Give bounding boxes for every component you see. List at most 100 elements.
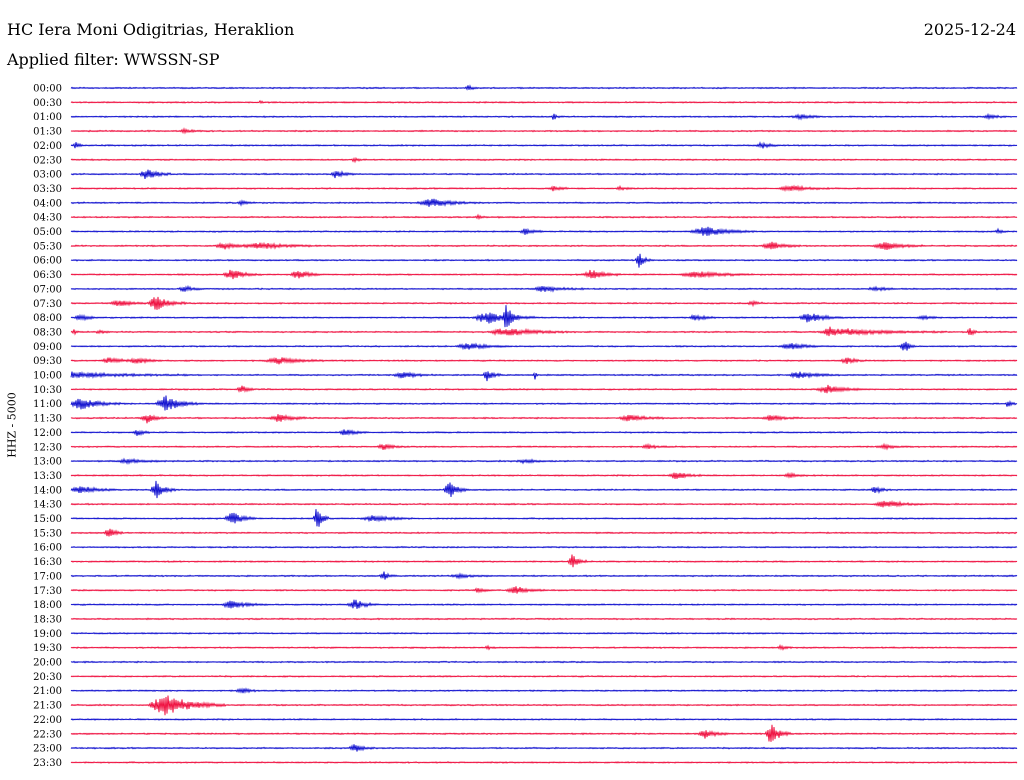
trace-line bbox=[70, 413, 1018, 424]
trace-line bbox=[70, 509, 1018, 527]
trace-line bbox=[70, 545, 1018, 549]
time-tick-label: 22:30 bbox=[33, 729, 62, 740]
time-tick-label: 17:30 bbox=[33, 586, 62, 597]
trace-line bbox=[70, 744, 1018, 752]
time-tick-label: 12:30 bbox=[33, 442, 62, 453]
time-tick-label: 15:30 bbox=[33, 528, 62, 539]
time-tick-label: 06:30 bbox=[33, 270, 62, 281]
time-tick-label: 04:00 bbox=[33, 198, 62, 209]
time-tick-label: 20:30 bbox=[33, 672, 62, 683]
trace-line bbox=[70, 241, 1018, 250]
time-tick-label: 01:00 bbox=[33, 112, 62, 123]
trace-line bbox=[70, 371, 1018, 382]
time-tick-labels: 00:00 00:30 01:00 01:30 02:00 02:30 03:00 03:30… bbox=[33, 84, 62, 769]
trace-line bbox=[70, 760, 1018, 764]
time-tick-label: 00:30 bbox=[33, 98, 62, 109]
time-tick-label: 07:00 bbox=[33, 284, 62, 295]
time-tick-label: 23:30 bbox=[33, 758, 62, 769]
time-tick-label: 18:30 bbox=[33, 614, 62, 625]
trace-line bbox=[70, 457, 1018, 465]
trace-line bbox=[70, 643, 1018, 651]
time-tick-label: 12:00 bbox=[33, 428, 62, 439]
trace-line bbox=[70, 384, 1018, 394]
trace-line bbox=[70, 84, 1018, 91]
time-tick-label: 02:30 bbox=[33, 155, 62, 166]
time-tick-label: 19:30 bbox=[33, 643, 62, 654]
time-tick-label: 06:00 bbox=[33, 256, 62, 267]
time-tick-label: 08:00 bbox=[33, 313, 62, 324]
trace-line bbox=[70, 395, 1018, 411]
time-tick-label: 09:00 bbox=[33, 342, 62, 353]
trace-line bbox=[70, 269, 1018, 280]
trace-line bbox=[70, 296, 1018, 310]
time-tick-label: 23:00 bbox=[33, 744, 62, 755]
trace-line bbox=[70, 253, 1018, 268]
time-tick-label: 19:00 bbox=[33, 629, 62, 640]
time-tick-label: 15:00 bbox=[33, 514, 62, 525]
time-tick-label: 13:00 bbox=[33, 457, 62, 468]
time-tick-label: 04:30 bbox=[33, 213, 62, 224]
seismogram-traces bbox=[70, 84, 1018, 764]
time-tick-label: 11:00 bbox=[33, 399, 62, 410]
time-tick-label: 11:30 bbox=[33, 414, 62, 425]
trace-line bbox=[70, 674, 1018, 678]
time-tick-label: 14:00 bbox=[33, 485, 62, 496]
trace-line bbox=[70, 156, 1018, 164]
time-tick-label: 16:00 bbox=[33, 543, 62, 554]
time-tick-label: 05:30 bbox=[33, 241, 62, 252]
trace-line bbox=[70, 631, 1018, 635]
trace-line bbox=[70, 356, 1018, 365]
trace-line bbox=[70, 617, 1018, 621]
trace-line bbox=[70, 599, 1018, 609]
time-tick-label: 10:30 bbox=[33, 385, 62, 396]
trace-line bbox=[70, 571, 1018, 580]
trace-line bbox=[70, 326, 1018, 337]
trace-line bbox=[70, 660, 1018, 664]
time-tick-label: 21:00 bbox=[33, 686, 62, 697]
trace-line bbox=[70, 341, 1018, 351]
trace-line bbox=[70, 717, 1018, 721]
time-tick-label: 13:30 bbox=[33, 471, 62, 482]
time-tick-label: 18:00 bbox=[33, 600, 62, 611]
trace-line bbox=[70, 141, 1018, 149]
time-tick-label: 10:00 bbox=[33, 371, 62, 382]
trace-line bbox=[70, 198, 1018, 207]
time-tick-label: 20:00 bbox=[33, 658, 62, 669]
trace-line bbox=[70, 305, 1018, 328]
trace-line bbox=[70, 226, 1018, 236]
trace-line bbox=[70, 554, 1018, 568]
trace-line bbox=[70, 528, 1018, 537]
trace-line bbox=[70, 724, 1018, 742]
time-tick-label: 09:30 bbox=[33, 356, 62, 367]
trace-line bbox=[70, 429, 1018, 436]
date-label: 2025-12-24 bbox=[923, 20, 1016, 39]
trace-line bbox=[70, 284, 1018, 293]
trace-line bbox=[70, 480, 1018, 499]
trace-line bbox=[70, 213, 1018, 221]
trace-line bbox=[70, 112, 1018, 121]
time-tick-label: 00:00 bbox=[33, 84, 62, 95]
filter-label: Applied filter: WWSSN-SP bbox=[7, 50, 220, 69]
time-tick-label: 08:30 bbox=[33, 327, 62, 338]
time-tick-label: 03:30 bbox=[33, 184, 62, 195]
time-tick-label: 03:00 bbox=[33, 170, 62, 181]
trace-line bbox=[70, 500, 1018, 508]
trace-line bbox=[70, 695, 1018, 716]
time-tick-label: 14:30 bbox=[33, 500, 62, 511]
trace-line bbox=[70, 169, 1018, 179]
trace-line bbox=[70, 127, 1018, 135]
trace-line bbox=[70, 586, 1018, 594]
time-tick-label: 02:00 bbox=[33, 141, 62, 152]
trace-line bbox=[70, 471, 1018, 480]
station-title: HC Iera Moni Odigitrias, Heraklion bbox=[7, 20, 295, 39]
time-tick-label: 21:30 bbox=[33, 701, 62, 712]
time-tick-label: 17:00 bbox=[33, 571, 62, 582]
time-tick-label: 07:30 bbox=[33, 299, 62, 310]
trace-line bbox=[70, 687, 1018, 694]
time-tick-label: 22:00 bbox=[33, 715, 62, 726]
trace-line bbox=[70, 442, 1018, 451]
trace-line bbox=[70, 99, 1018, 105]
time-tick-label: 01:30 bbox=[33, 127, 62, 138]
time-tick-label: 05:00 bbox=[33, 227, 62, 238]
